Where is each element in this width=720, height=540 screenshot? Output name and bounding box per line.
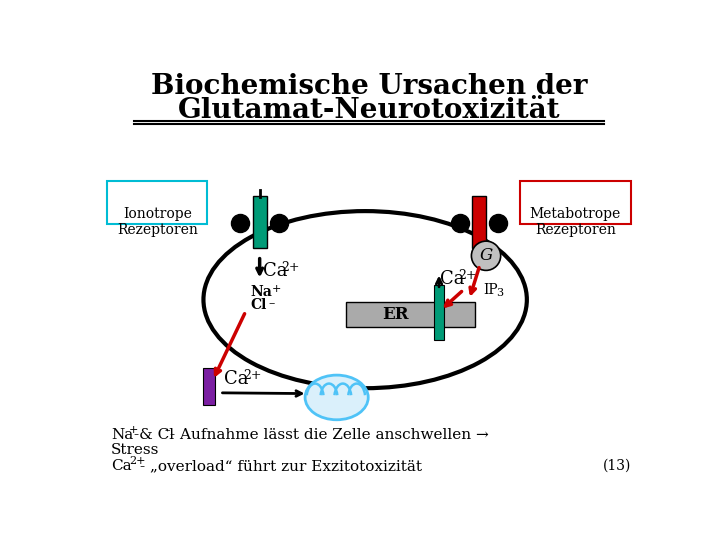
Text: 2+: 2+ <box>282 261 300 274</box>
Bar <box>253 195 266 248</box>
Text: –: – <box>269 297 275 310</box>
Text: Na: Na <box>251 285 272 299</box>
Text: 2+: 2+ <box>459 268 477 281</box>
Text: Na: Na <box>111 428 133 442</box>
Text: IP: IP <box>483 282 498 296</box>
Text: +: + <box>129 425 138 435</box>
Text: Glutamat-Neurotoxizität: Glutamat-Neurotoxizität <box>178 97 560 124</box>
Text: Ca: Ca <box>440 270 464 288</box>
Text: +: + <box>272 284 282 294</box>
Text: 2+: 2+ <box>129 456 145 466</box>
FancyBboxPatch shape <box>107 181 207 224</box>
Text: Metabotrope
Rezeptoren: Metabotrope Rezeptoren <box>530 207 621 238</box>
Text: (13): (13) <box>603 459 631 473</box>
Text: -& Cl: -& Cl <box>134 428 174 442</box>
Text: Ca: Ca <box>263 262 287 280</box>
Text: 2+: 2+ <box>243 369 261 382</box>
Bar <box>433 285 444 340</box>
Text: ER: ER <box>382 306 408 323</box>
Text: Biochemische Ursachen der: Biochemische Ursachen der <box>150 72 588 99</box>
Text: G: G <box>480 247 492 264</box>
Circle shape <box>472 241 500 271</box>
Text: Ca: Ca <box>224 370 248 388</box>
Text: –: – <box>164 425 170 435</box>
Bar <box>346 302 475 327</box>
Ellipse shape <box>305 375 368 420</box>
FancyBboxPatch shape <box>520 181 631 224</box>
Text: Ca: Ca <box>111 459 132 473</box>
Text: Cl: Cl <box>251 298 267 312</box>
Text: Ionotrope
Rezeptoren: Ionotrope Rezeptoren <box>117 207 198 238</box>
Bar <box>472 195 486 248</box>
Text: - Aufnahme lässt die Zelle anschwellen →: - Aufnahme lässt die Zelle anschwellen → <box>170 428 488 442</box>
Text: Stress: Stress <box>111 443 159 457</box>
Text: - „overload“ führt zur Exzitotoxizität: - „overload“ führt zur Exzitotoxizität <box>140 459 421 473</box>
Text: 3: 3 <box>496 288 503 299</box>
Bar <box>203 368 215 405</box>
